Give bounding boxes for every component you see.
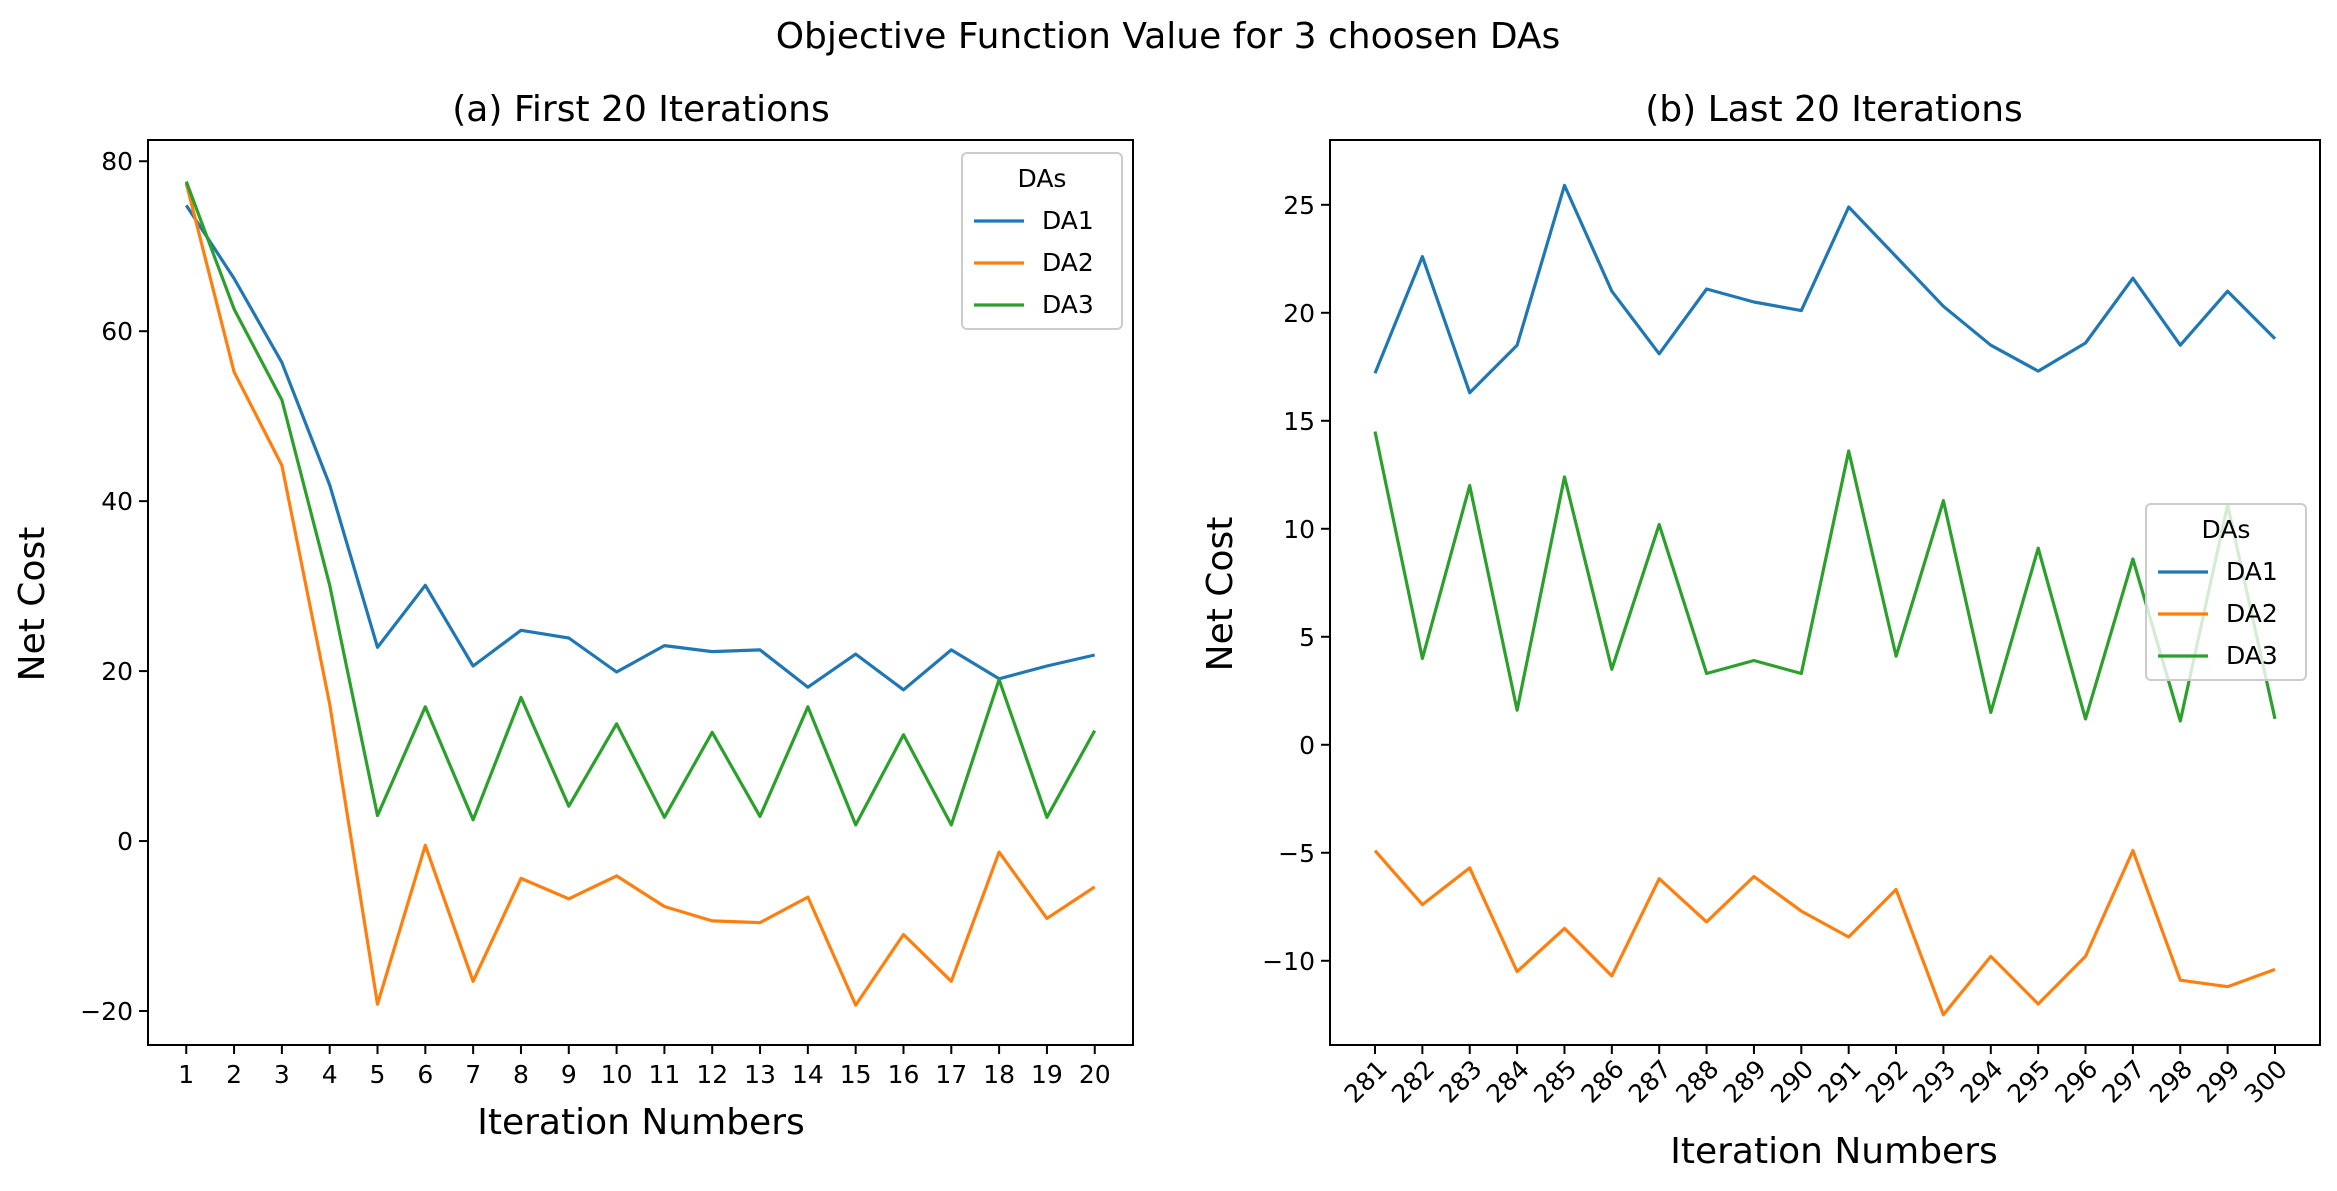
panel-b-xtick-label: 295	[2002, 1054, 2056, 1108]
panel-b-ytick-label: 25	[1283, 191, 1315, 220]
panel-a-xtick-label: 2	[226, 1060, 242, 1089]
panel-b-xtick-label: 283	[1433, 1054, 1487, 1108]
panel-a-series-da1-line	[184, 204, 1096, 692]
panel-b-legend-label-da2: DA2	[2226, 599, 2278, 628]
panel-a-xtick-label: 17	[935, 1060, 967, 1089]
panel-b-xtick-label: 289	[1718, 1054, 1772, 1108]
panel-b-legend: DAs DA1 DA2 DA3	[2145, 503, 2307, 681]
panel-a-xtick-label: 19	[1031, 1060, 1063, 1089]
panel-a-xtick-label: 20	[1079, 1060, 1111, 1089]
panel-b-xtick-label: 296	[2049, 1054, 2103, 1108]
panel-b-xtick-label: 286	[1575, 1054, 1629, 1108]
panel-a-ytick-label: 0	[117, 827, 133, 856]
panel-b-xtick-label: 293	[1907, 1054, 1961, 1108]
panel-a-title: (a) First 20 Iterations	[452, 89, 830, 130]
panel-a-legend-label-da2: DA2	[1042, 248, 1094, 277]
panel-a-xtick-label: 9	[561, 1060, 577, 1089]
panel-b-ytick-label: 20	[1283, 299, 1315, 328]
panel-a-xtick-label: 12	[696, 1060, 728, 1089]
panel-a-ytick-label: 60	[101, 317, 133, 346]
panel-b-xtick-label: 294	[1954, 1054, 2008, 1108]
panel-b-frame	[1329, 139, 2321, 1046]
panel-b-ytick-label: 15	[1283, 407, 1315, 436]
panel-b-ytick-label: 5	[1299, 623, 1315, 652]
panel-a-xlabel: Iteration Numbers	[477, 1102, 805, 1143]
panel-a-legend-title: DAs	[1018, 164, 1067, 193]
panel-a-xtick-label: 16	[888, 1060, 920, 1089]
panel-a-xtick-label: 10	[601, 1060, 633, 1089]
panel-b-xlabel: Iteration Numbers	[1670, 1131, 1998, 1172]
panel-b-ylabel: Net Cost	[1200, 517, 1241, 672]
panel-b-ytick-label: 10	[1283, 515, 1315, 544]
panel-a-frame	[147, 139, 1134, 1046]
panel-b-xtick-label: 300	[2239, 1054, 2293, 1108]
panel-b-xtick-label: 285	[1528, 1054, 1582, 1108]
panel-a-xtick-label: 6	[417, 1060, 433, 1089]
panel-a-ylabel: Net Cost	[12, 527, 53, 682]
panel-a-series-da3-line	[184, 181, 1097, 827]
panel-a-xtick-label: 11	[649, 1060, 681, 1089]
panel-a-ytick-label: −20	[80, 997, 133, 1026]
panel-b-series-da3-line	[1373, 431, 2277, 723]
panel-a-xtick-label: 14	[792, 1060, 824, 1089]
panel-a-legend-label-da1: DA1	[1042, 206, 1094, 235]
panel-a-xtick-label: 5	[370, 1060, 386, 1089]
panel-b-legend-title: DAs	[2202, 515, 2251, 544]
panel-b-ytick-label: −10	[1262, 947, 1315, 976]
panel-b-ticks: −10−505101520252812822832842852862872882…	[1262, 191, 2293, 1109]
panel-b-lines	[1373, 183, 2277, 1017]
panel-b: (b) Last 20 Iterations Iteration Numbers…	[1200, 89, 2321, 1172]
panel-a-xtick-label: 4	[322, 1060, 338, 1089]
panel-b-xtick-label: 281	[1339, 1054, 1393, 1108]
panel-b-xtick-label: 299	[2191, 1054, 2245, 1108]
panel-b-xtick-label: 290	[1765, 1054, 1819, 1108]
panel-a-ytick-label: 20	[101, 657, 133, 686]
panel-a-xtick-label: 3	[274, 1060, 290, 1089]
panel-a-ytick-label: 40	[101, 487, 133, 516]
panel-a-ytick-label: 80	[101, 147, 133, 176]
panel-b-xtick-label: 298	[2144, 1054, 2198, 1108]
panel-a-xtick-label: 15	[840, 1060, 872, 1089]
figure-title: Objective Function Value for 3 choosen D…	[776, 16, 1561, 57]
panel-b-xtick-label: 288	[1670, 1054, 1724, 1108]
panel-a-xtick-label: 18	[983, 1060, 1015, 1089]
panel-b-ytick-label: −5	[1278, 839, 1315, 868]
panel-a-legend-box	[961, 152, 1123, 330]
panel-b-xtick-label: 297	[2097, 1054, 2151, 1108]
panel-b-title: (b) Last 20 Iterations	[1645, 89, 2023, 130]
panel-a-xtick-label: 1	[178, 1060, 194, 1089]
panel-b-legend-label-da3: DA3	[2226, 641, 2278, 670]
panel-b-ytick-label: 0	[1299, 731, 1315, 760]
panel-b-xtick-label: 284	[1481, 1054, 1535, 1108]
panel-b-xtick-label: 291	[1812, 1054, 1866, 1108]
panel-a-xtick-label: 7	[465, 1060, 481, 1089]
panel-b-legend-box	[2145, 503, 2307, 681]
panel-b-xtick-label: 287	[1623, 1054, 1677, 1108]
panel-a-series-da2-line	[184, 182, 1096, 1007]
panel-b-series-da2-line	[1373, 848, 2276, 1017]
panel-a-xtick-label: 13	[744, 1060, 776, 1089]
panel-a-legend: DAs DA1 DA2 DA3	[961, 152, 1123, 330]
panel-a-legend-label-da3: DA3	[1042, 290, 1094, 319]
panel-b-xtick-label: 292	[1860, 1054, 1914, 1108]
panel-b-xtick-label: 282	[1386, 1054, 1440, 1108]
panel-b-series-da1-line	[1373, 183, 2277, 395]
panel-a: (a) First 20 Iterations Iteration Number…	[12, 89, 1134, 1143]
panel-a-lines	[184, 181, 1097, 1007]
panel-a-xtick-label: 8	[513, 1060, 529, 1089]
panel-b-legend-label-da1: DA1	[2226, 557, 2278, 586]
